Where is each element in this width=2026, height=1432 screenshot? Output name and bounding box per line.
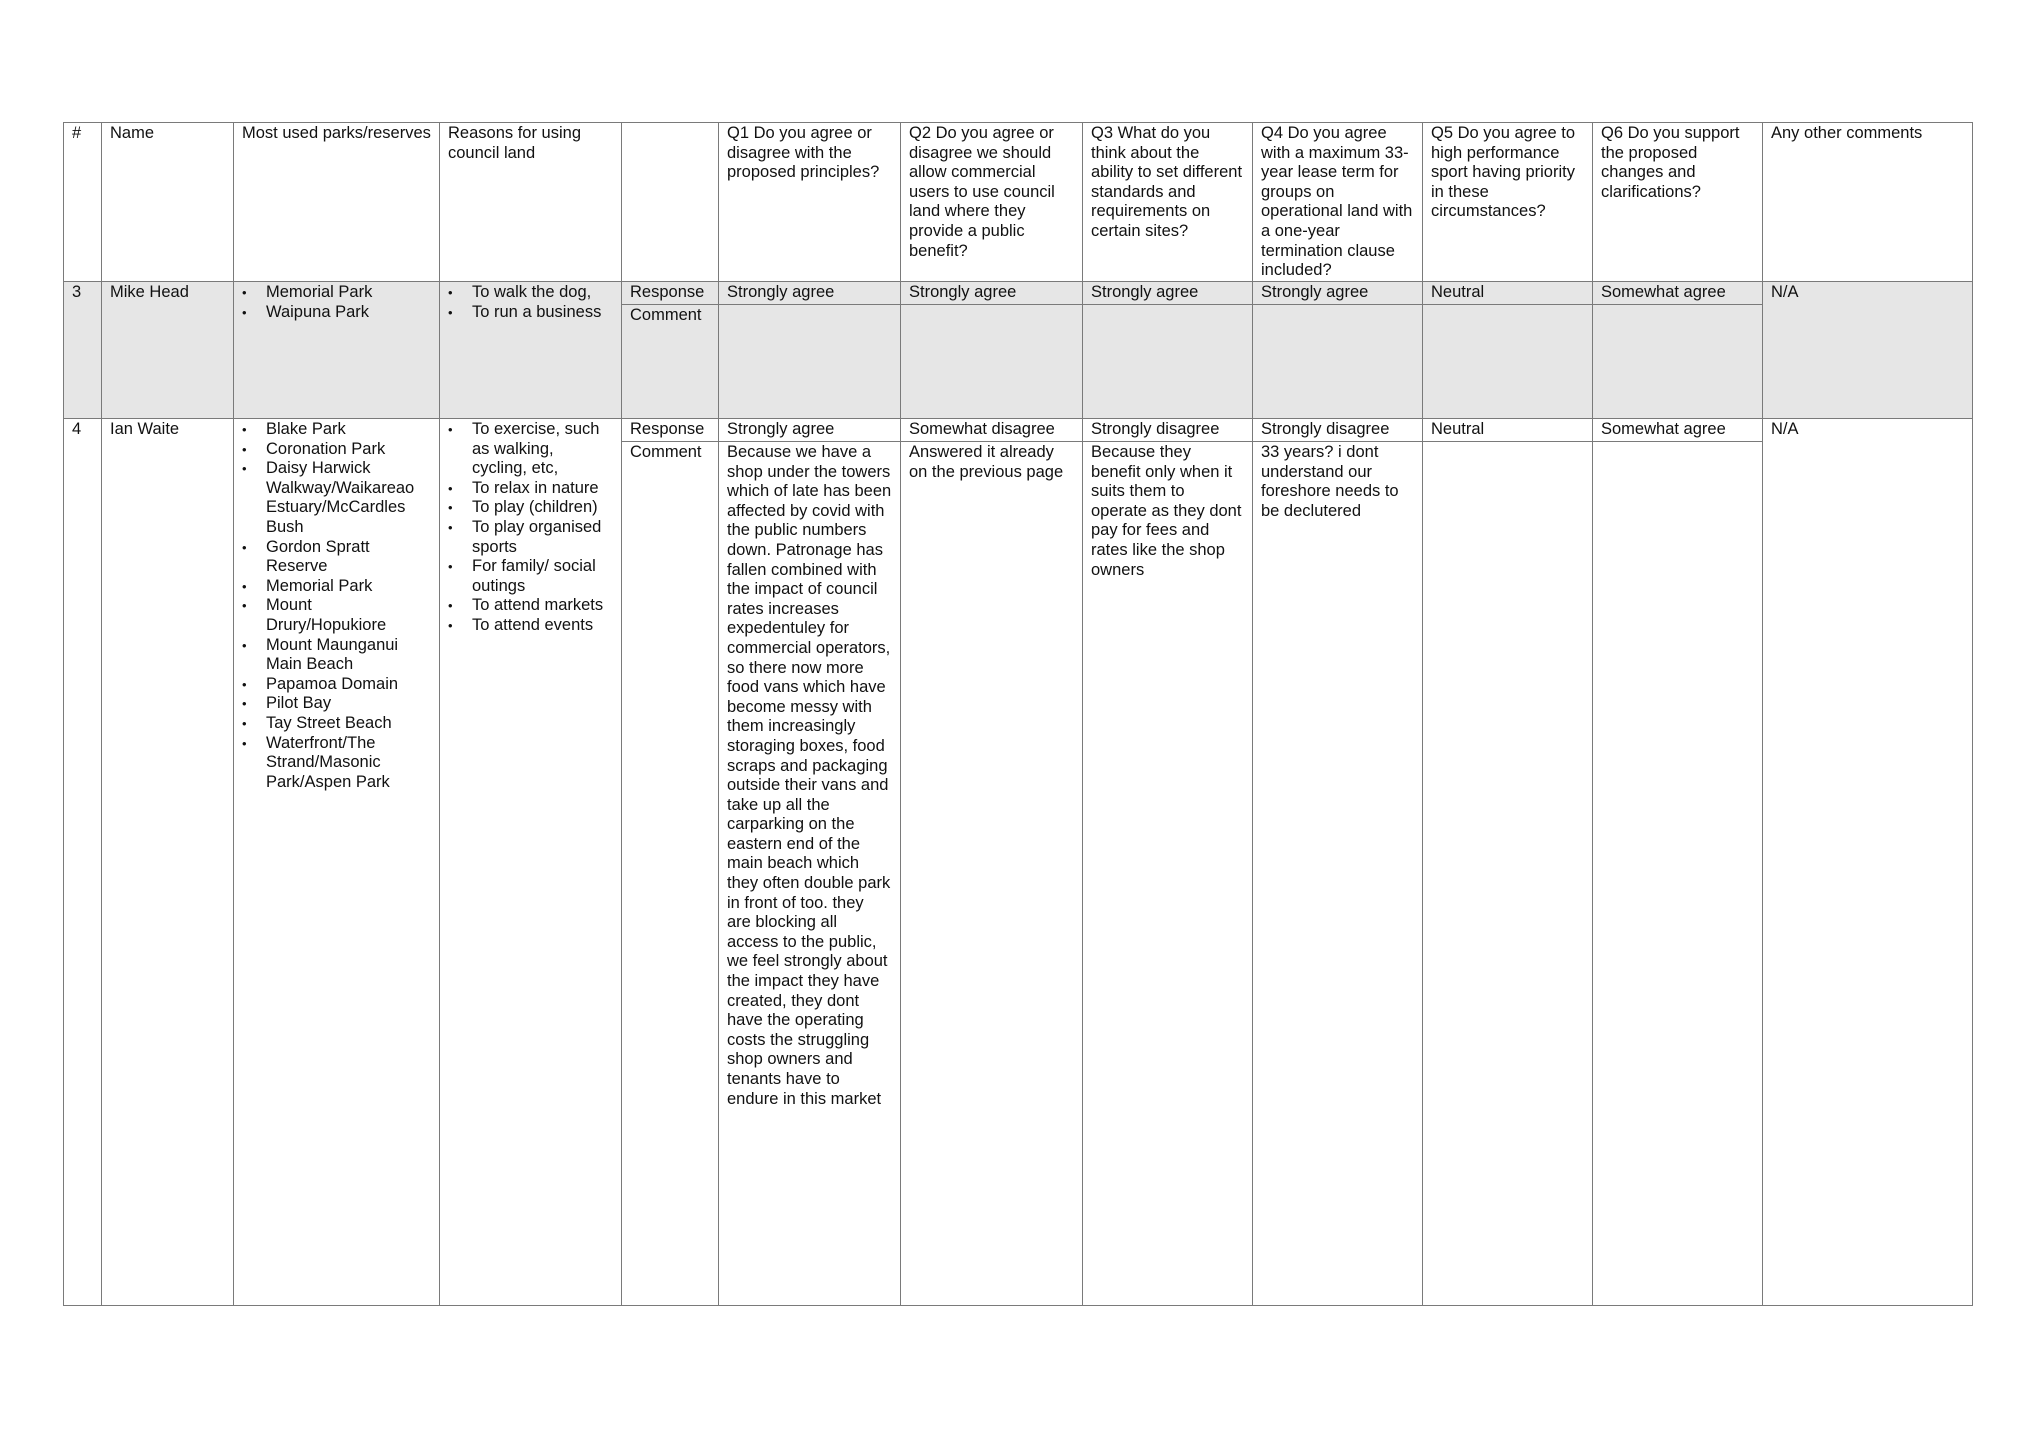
q4-comment: 33 years? i dont understand our foreshor… bbox=[1252, 441, 1423, 1306]
header-q4: Q4 Do you agree with a maximum 33-year l… bbox=[1252, 122, 1423, 282]
q3-comment: Because they benefit only when it suits … bbox=[1082, 441, 1253, 1306]
list-item: Daisy Harwick Walkway/Waikareao Estuary/… bbox=[242, 459, 431, 537]
respondent-name: Ian Waite bbox=[101, 418, 234, 1306]
list-item: Gordon Spratt Reserve bbox=[242, 538, 431, 577]
list-item: To walk the dog, bbox=[448, 283, 613, 303]
table-row: Comment Because we have a shop under the… bbox=[64, 441, 1973, 1306]
q2-response: Somewhat disagree bbox=[900, 418, 1083, 442]
comment-label: Comment bbox=[621, 304, 719, 419]
table-row: Comment bbox=[64, 304, 1973, 419]
q2-response: Strongly agree bbox=[900, 281, 1083, 305]
q4-response: Strongly agree bbox=[1252, 281, 1423, 305]
q5-response: Neutral bbox=[1422, 418, 1593, 442]
list-item: Waterfront/The Strand/Masonic Park/Aspen… bbox=[242, 734, 431, 793]
header-name: Name bbox=[101, 122, 234, 282]
list-item: To relax in nature bbox=[448, 479, 613, 499]
row-number: 4 bbox=[63, 418, 102, 1306]
header-label-column bbox=[621, 122, 719, 282]
list-item: Memorial Park bbox=[242, 283, 431, 303]
q6-comment bbox=[1592, 441, 1763, 1306]
q1-comment bbox=[718, 304, 901, 419]
list-item: Blake Park bbox=[242, 420, 431, 440]
q4-comment bbox=[1252, 304, 1423, 419]
parks-list: Blake Park Coronation Park Daisy Harwick… bbox=[242, 420, 431, 792]
reasons-list: To exercise, such as walking, cycling, e… bbox=[448, 420, 613, 636]
list-item: To run a business bbox=[448, 303, 613, 323]
list-item: Coronation Park bbox=[242, 440, 431, 460]
list-item: For family/ social outings bbox=[448, 557, 613, 596]
list-item: To play (children) bbox=[448, 498, 613, 518]
table-row: 4 Ian Waite Blake Park Coronation Park D… bbox=[63, 418, 1973, 1306]
reasons-list-cell: To walk the dog, To run a business bbox=[439, 281, 622, 419]
q3-response: Strongly agree bbox=[1082, 281, 1253, 305]
q2-comment bbox=[900, 304, 1083, 419]
parks-list-cell: Blake Park Coronation Park Daisy Harwick… bbox=[233, 418, 440, 1306]
q6-comment bbox=[1592, 304, 1763, 419]
row-number: 3 bbox=[63, 281, 102, 419]
list-item: Mount Maunganui Main Beach bbox=[242, 636, 431, 675]
list-item: To attend markets bbox=[448, 596, 613, 616]
respondent-name: Mike Head bbox=[101, 281, 234, 419]
header-row: # Name Most used parks/reserves Reasons … bbox=[63, 122, 1973, 282]
q3-comment bbox=[1082, 304, 1253, 419]
list-item: Memorial Park bbox=[242, 577, 431, 597]
q2-comment: Answered it already on the previous page bbox=[900, 441, 1083, 1306]
parks-list-cell: Memorial Park Waipuna Park bbox=[233, 281, 440, 419]
q1-response: Strongly agree bbox=[718, 418, 901, 442]
list-item: To exercise, such as walking, cycling, e… bbox=[448, 420, 613, 479]
header-q3: Q3 What do you think about the ability t… bbox=[1082, 122, 1253, 282]
header-other-comments: Any other comments bbox=[1762, 122, 1973, 282]
q5-response: Neutral bbox=[1422, 281, 1593, 305]
q5-comment bbox=[1422, 304, 1593, 419]
other-comments: N/A bbox=[1762, 281, 1973, 419]
list-item: Papamoa Domain bbox=[242, 675, 431, 695]
q6-response: Somewhat agree bbox=[1592, 281, 1763, 305]
comment-label: Comment bbox=[621, 441, 719, 1306]
response-label: Response bbox=[621, 281, 719, 305]
list-item: Pilot Bay bbox=[242, 694, 431, 714]
q1-comment: Because we have a shop under the towers … bbox=[718, 441, 901, 1306]
list-item: To play organised sports bbox=[448, 518, 613, 557]
q6-response: Somewhat agree bbox=[1592, 418, 1763, 442]
q5-comment bbox=[1422, 441, 1593, 1306]
list-item: Mount Drury/Hopukiore bbox=[242, 596, 431, 635]
reasons-list: To walk the dog, To run a business bbox=[448, 283, 613, 322]
response-label: Response bbox=[621, 418, 719, 442]
other-comments: N/A bbox=[1762, 418, 1973, 1306]
q4-response: Strongly disagree bbox=[1252, 418, 1423, 442]
reasons-list-cell: To exercise, such as walking, cycling, e… bbox=[439, 418, 622, 1306]
submissions-table: # Name Most used parks/reserves Reasons … bbox=[63, 122, 1973, 1306]
q3-response: Strongly disagree bbox=[1082, 418, 1253, 442]
header-q5: Q5 Do you agree to high performance spor… bbox=[1422, 122, 1593, 282]
header-number: # bbox=[63, 122, 102, 282]
list-item: To attend events bbox=[448, 616, 613, 636]
list-item: Waipuna Park bbox=[242, 303, 431, 323]
q1-response: Strongly agree bbox=[718, 281, 901, 305]
header-q6: Q6 Do you support the proposed changes a… bbox=[1592, 122, 1763, 282]
table-row: 3 Mike Head Memorial Park Waipuna Park T… bbox=[63, 281, 1973, 419]
header-q2: Q2 Do you agree or disagree we should al… bbox=[900, 122, 1083, 282]
header-q1: Q1 Do you agree or disagree with the pro… bbox=[718, 122, 901, 282]
header-reasons: Reasons for using council land bbox=[439, 122, 622, 282]
header-parks: Most used parks/reserves bbox=[233, 122, 440, 282]
parks-list: Memorial Park Waipuna Park bbox=[242, 283, 431, 322]
list-item: Tay Street Beach bbox=[242, 714, 431, 734]
